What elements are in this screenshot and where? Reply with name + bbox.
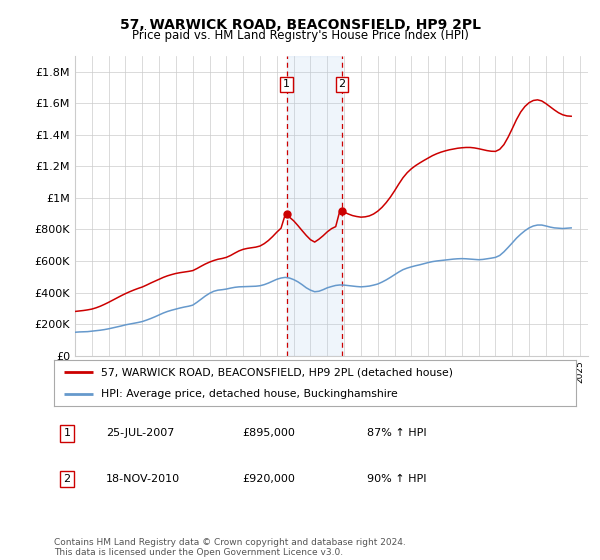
Text: HPI: Average price, detached house, Buckinghamshire: HPI: Average price, detached house, Buck…	[101, 389, 398, 399]
Text: £920,000: £920,000	[242, 474, 295, 484]
Text: 90% ↑ HPI: 90% ↑ HPI	[367, 474, 427, 484]
Text: 87% ↑ HPI: 87% ↑ HPI	[367, 428, 427, 438]
Text: Price paid vs. HM Land Registry's House Price Index (HPI): Price paid vs. HM Land Registry's House …	[131, 29, 469, 42]
Text: 25-JUL-2007: 25-JUL-2007	[106, 428, 175, 438]
Bar	[287, 56, 342, 356]
Text: 1: 1	[64, 428, 71, 438]
Text: Contains HM Land Registry data © Crown copyright and database right 2024.
This d: Contains HM Land Registry data © Crown c…	[54, 538, 406, 557]
Text: 57, WARWICK ROAD, BEACONSFIELD, HP9 2PL (detached house): 57, WARWICK ROAD, BEACONSFIELD, HP9 2PL …	[101, 367, 453, 377]
Text: 57, WARWICK ROAD, BEACONSFIELD, HP9 2PL: 57, WARWICK ROAD, BEACONSFIELD, HP9 2PL	[119, 18, 481, 32]
Text: 2: 2	[64, 474, 71, 484]
Text: 18-NOV-2010: 18-NOV-2010	[106, 474, 181, 484]
Text: £895,000: £895,000	[242, 428, 295, 438]
Text: 1: 1	[283, 80, 290, 90]
Text: 2: 2	[338, 80, 346, 90]
